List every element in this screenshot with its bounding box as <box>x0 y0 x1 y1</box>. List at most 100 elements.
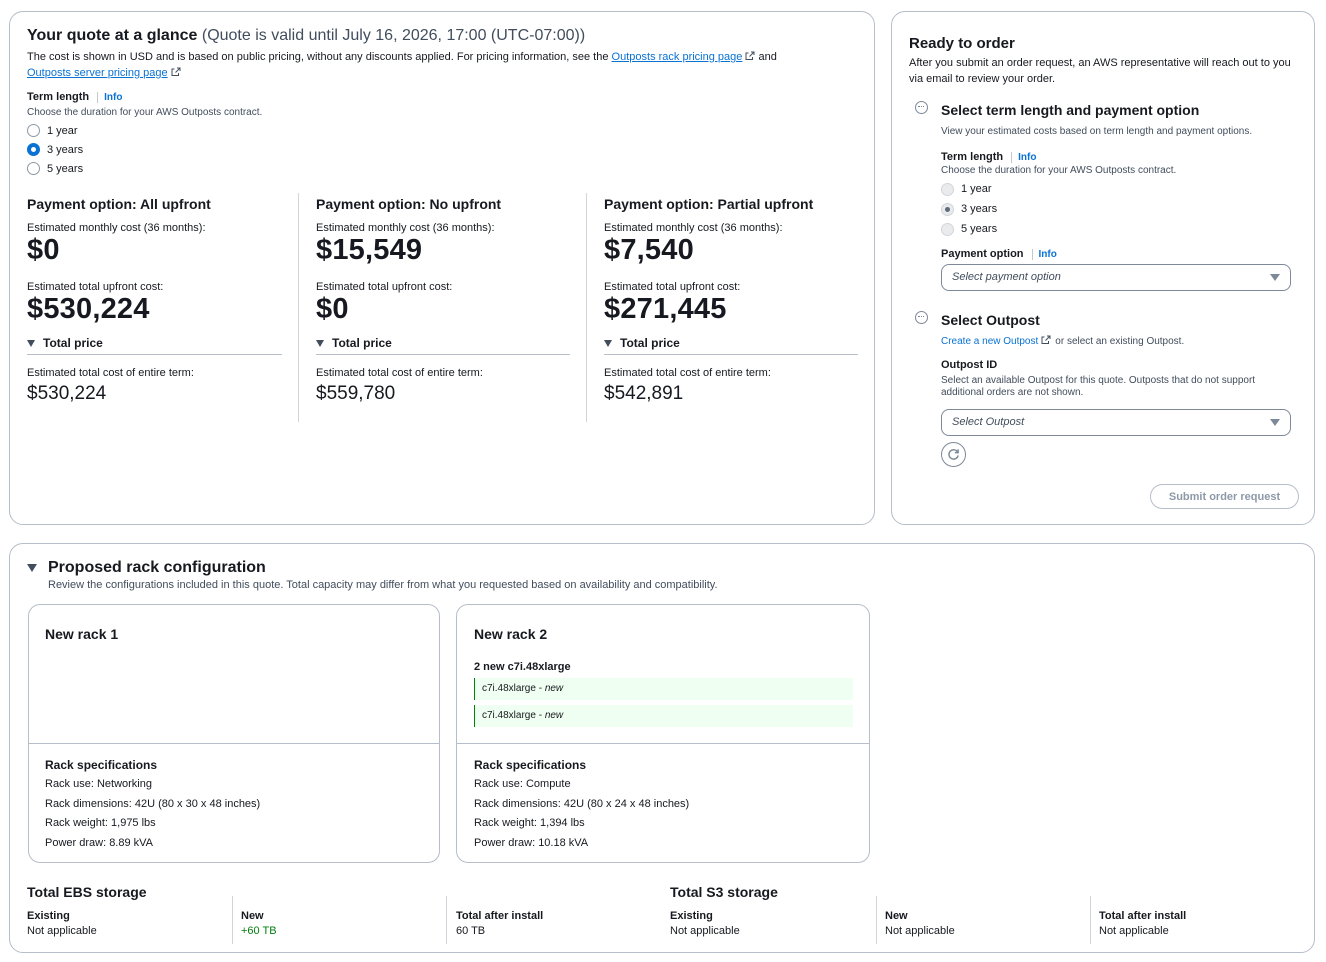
instance-type: c7i.48xlarge <box>482 683 536 694</box>
upfront-cost-value: $530,224 <box>27 293 150 325</box>
rack-dimensions: Rack dimensions: 42U (80 x 24 x 48 inche… <box>474 797 690 810</box>
caret-down-icon <box>27 339 35 347</box>
create-outpost-link[interactable]: Create a new Outpost <box>941 335 1051 347</box>
payment-option-header: Payment option Info <box>941 248 1057 260</box>
order-term-length-desc: Choose the duration for your AWS Outpost… <box>941 165 1177 176</box>
order-term-length-label: Term length <box>941 151 1004 163</box>
total-cost-label: Estimated total cost of entire term: <box>27 367 194 379</box>
s3-storage-title: Total S3 storage <box>670 884 778 900</box>
rack-specifications: Rack specifications Rack use: Networking… <box>45 758 260 856</box>
order-term-option-1-year[interactable]: 1 year <box>941 179 997 199</box>
term-length-desc: Choose the duration for your AWS Outpost… <box>27 107 263 118</box>
caret-down-icon <box>316 339 324 347</box>
rack-name: New rack 2 <box>474 626 548 642</box>
step-select-outpost-title: Select Outpost <box>941 312 1040 328</box>
refresh-icon <box>948 449 959 460</box>
ebs-storage-title: Total EBS storage <box>27 884 147 900</box>
rack-config-title: Proposed rack configuration <box>48 559 266 576</box>
s3-new: New Not applicable <box>885 896 1085 944</box>
s3-after-label: Total after install <box>1099 910 1187 922</box>
s3-after-value: Not applicable <box>1099 925 1169 937</box>
total-cost-label: Estimated total cost of entire term: <box>316 367 483 379</box>
term-length-field: Term length Info Choose the duration for… <box>27 91 262 178</box>
quote-description: The cost is shown in USD and is based on… <box>27 49 847 81</box>
rack-pricing-link[interactable]: Outposts rack pricing page <box>612 51 756 63</box>
payment-option-all-upfront: Payment option: All upfront Estimated mo… <box>27 196 282 434</box>
rack-weight: Rack weight: 1,975 lbs <box>45 817 156 829</box>
order-title: Ready to order <box>909 35 1015 52</box>
radio-button[interactable] <box>27 124 40 137</box>
term-length-label: Term length <box>27 91 90 103</box>
external-link-icon <box>171 67 181 76</box>
order-term-option-3-years[interactable]: 3 years <box>941 199 997 219</box>
upfront-cost-label: Estimated total upfront cost: <box>27 281 164 293</box>
rack-card-2: New rack 2 2 new c7i.48xlarge c7i.48xlar… <box>456 604 870 863</box>
payment-option-title: Payment option: Partial upfront <box>604 196 814 212</box>
rack-power: Power draw: 10.18 kVA <box>474 836 589 849</box>
rack-dimensions: Rack dimensions: 42U (80 x 30 x 48 inche… <box>45 797 261 810</box>
refresh-button[interactable] <box>941 442 966 467</box>
create-outpost-or-text: or select an existing Outpost. <box>1055 335 1185 347</box>
outpost-select-placeholder: Select Outpost <box>952 416 1025 428</box>
column-divider <box>586 193 587 422</box>
order-term-info-link[interactable]: Info <box>1011 151 1036 163</box>
order-term-option-label: 1 year <box>961 183 992 195</box>
rack-specifications: Rack specifications Rack use: Compute Ra… <box>474 758 689 856</box>
quote-desc-and: and <box>758 51 777 63</box>
s3-existing-value: Not applicable <box>670 925 740 937</box>
quote-title-text: Your quote at a glance <box>27 27 198 44</box>
total-price-toggle[interactable]: Total price <box>316 336 570 355</box>
monthly-cost-label: Estimated monthly cost (36 months): <box>27 222 206 234</box>
instance-status: new <box>544 683 564 694</box>
total-price-toggle[interactable]: Total price <box>27 336 282 355</box>
total-cost-value: $542,891 <box>604 383 684 404</box>
s3-new-value: Not applicable <box>885 925 955 937</box>
submit-order-button[interactable]: Submit order request <box>1150 484 1299 509</box>
step-pending-icon <box>915 101 928 114</box>
monthly-cost-value: $7,540 <box>604 234 694 266</box>
outpost-id-label: Outpost ID <box>941 359 998 371</box>
rack-config-toggle[interactable]: Proposed rack configuration <box>27 559 266 577</box>
outpost-select[interactable]: Select Outpost <box>941 409 1291 436</box>
instance-item: c7i.48xlarge - new <box>474 705 853 727</box>
total-price-toggle[interactable]: Total price <box>604 336 858 355</box>
caret-down-icon <box>1270 419 1280 426</box>
term-option-label: 1 year <box>47 124 78 137</box>
total-cost-value: $530,224 <box>27 383 107 404</box>
create-outpost-line: Create a new Outpost or select an existi… <box>941 335 1184 347</box>
ebs-existing-value: Not applicable <box>27 925 97 937</box>
ebs-existing-label: Existing <box>27 910 70 922</box>
external-link-icon <box>1041 335 1051 344</box>
term-option-5-years[interactable]: 5 years <box>27 159 262 178</box>
term-option-1-year[interactable]: 1 year <box>27 121 262 140</box>
server-pricing-link[interactable]: Outposts server pricing page <box>27 67 181 79</box>
step-pending-icon <box>915 311 928 324</box>
storage-divider <box>446 896 447 944</box>
monthly-cost-value: $0 <box>27 234 60 266</box>
term-length-info-link[interactable]: Info <box>97 91 122 103</box>
quote-desc-prefix: The cost is shown in USD and is based on… <box>27 51 609 63</box>
payment-option-select[interactable]: Select payment option <box>941 264 1291 291</box>
s3-existing: Existing Not applicable <box>670 896 870 944</box>
order-term-option-5-years[interactable]: 5 years <box>941 219 997 239</box>
total-price-header: Total price <box>332 336 392 350</box>
radio-button-selected[interactable] <box>27 143 40 156</box>
quote-title: Your quote at a glance (Quote is valid u… <box>27 27 585 45</box>
caret-down-icon <box>604 339 612 347</box>
payment-option-placeholder: Select payment option <box>952 271 1061 283</box>
term-option-3-years[interactable]: 3 years <box>27 140 262 159</box>
radio-button-disabled-selected[interactable] <box>941 202 954 216</box>
instance-type: c7i.48xlarge <box>482 710 536 721</box>
radio-button[interactable] <box>27 162 40 175</box>
radio-button-disabled[interactable] <box>941 182 954 196</box>
s3-new-label: New <box>885 910 908 922</box>
payment-option-info-link[interactable]: Info <box>1031 248 1057 260</box>
order-panel: Ready to order After you submit an order… <box>891 11 1315 525</box>
s3-after-install: Total after install Not applicable <box>1099 896 1299 944</box>
order-description: After you submit an order request, an AW… <box>909 57 1291 85</box>
radio-button-disabled[interactable] <box>941 222 954 236</box>
storage-divider <box>1090 896 1091 944</box>
s3-existing-label: Existing <box>670 910 713 922</box>
storage-divider <box>876 896 877 944</box>
payment-option-partial-upfront: Payment option: Partial upfront Estimate… <box>604 196 858 434</box>
